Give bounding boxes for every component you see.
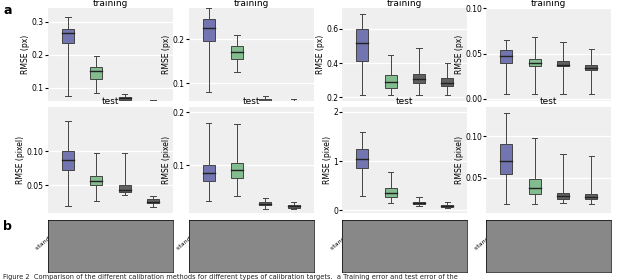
Bar — [586, 65, 597, 70]
Bar — [203, 165, 214, 181]
Bar — [231, 162, 243, 178]
Bar — [62, 151, 74, 171]
Bar — [147, 101, 159, 105]
Y-axis label: RMSE (pixel): RMSE (pixel) — [455, 136, 464, 184]
Y-axis label: RMSE (px): RMSE (px) — [316, 35, 324, 74]
Bar — [500, 144, 512, 174]
Title: training: training — [93, 0, 128, 8]
Bar — [356, 149, 368, 169]
Y-axis label: RMSE (px): RMSE (px) — [455, 35, 464, 74]
Bar — [413, 202, 425, 204]
Bar — [557, 61, 569, 66]
Y-axis label: RMSE (pixel): RMSE (pixel) — [163, 136, 172, 184]
Y-axis label: RMSE (px): RMSE (px) — [163, 35, 172, 74]
Bar — [529, 59, 541, 66]
Bar — [288, 101, 300, 104]
Title: test: test — [396, 97, 413, 106]
Bar — [529, 179, 541, 195]
Bar — [586, 194, 597, 199]
Y-axis label: RMSE (px): RMSE (px) — [21, 35, 30, 74]
Bar — [90, 176, 102, 185]
Title: training: training — [234, 0, 269, 8]
Y-axis label: RMSE (pixel): RMSE (pixel) — [17, 136, 26, 184]
Bar — [442, 205, 453, 207]
Bar — [147, 199, 159, 203]
Bar — [118, 185, 131, 192]
Title: test: test — [243, 97, 260, 106]
Bar — [413, 74, 425, 83]
Bar — [288, 205, 300, 207]
Text: b: b — [3, 220, 12, 233]
Title: test: test — [102, 97, 119, 106]
Bar — [356, 29, 368, 60]
Bar — [90, 67, 102, 79]
Bar — [557, 193, 569, 199]
Bar — [118, 97, 131, 100]
Title: training: training — [387, 0, 422, 8]
Title: training: training — [531, 0, 566, 8]
Bar — [259, 99, 271, 103]
Bar — [385, 75, 397, 88]
Text: Figure 2  Comparison of the different calibration methods for different types of: Figure 2 Comparison of the different cal… — [3, 274, 458, 280]
Bar — [259, 202, 271, 206]
Bar — [231, 46, 243, 59]
Bar — [442, 78, 453, 86]
Bar — [500, 50, 512, 63]
Title: test: test — [540, 97, 557, 106]
Bar — [62, 29, 74, 43]
Y-axis label: RMSE (pixel): RMSE (pixel) — [323, 136, 332, 184]
Bar — [385, 188, 397, 197]
Text: a: a — [3, 4, 12, 17]
Bar — [203, 19, 214, 41]
